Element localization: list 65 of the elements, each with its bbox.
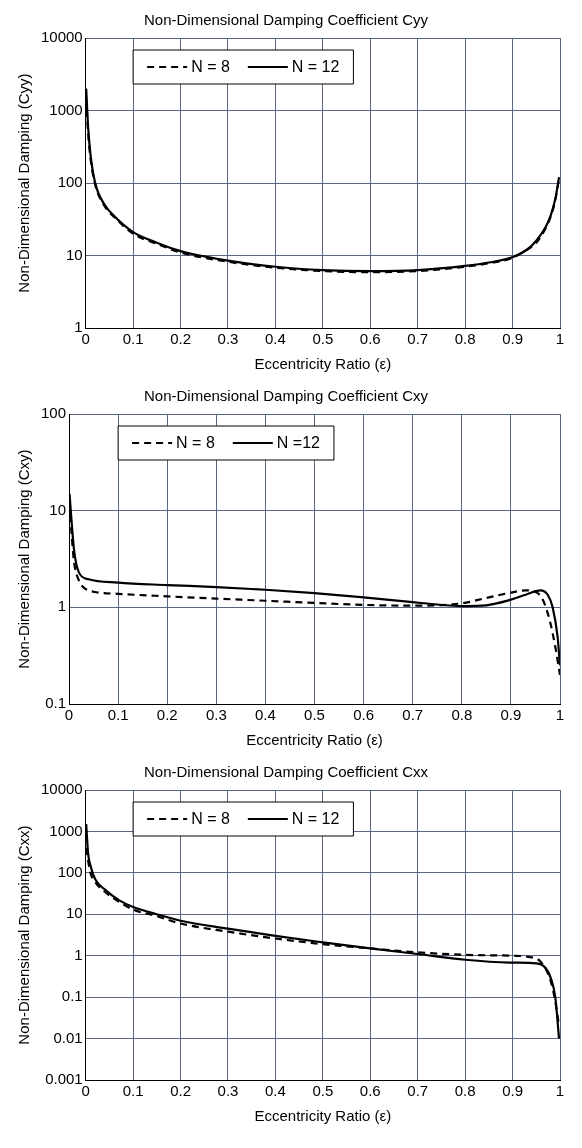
y-tick-label: 10000 [40, 28, 83, 46]
y-tick-label: 1 [57, 597, 67, 615]
x-axis-title: Eccentricity Ratio (ε) [254, 1107, 392, 1125]
x-tick-label: 0.3 [217, 330, 239, 348]
x-tick-label: 0.8 [451, 706, 473, 724]
x-tick-label: 0.6 [359, 330, 381, 348]
x-tick-label: 0.2 [156, 706, 178, 724]
x-tick-label: 1 [555, 1082, 565, 1100]
y-axis-title: Non-Dimensional Damping (Cxy) [15, 449, 33, 669]
x-tick-label: 0.4 [265, 330, 286, 348]
y-axis-title: Non-Dimensional Damping (Cxx) [15, 825, 33, 1045]
x-tick-label: 0.9 [502, 1082, 523, 1100]
legend-label: N = 8 [176, 434, 215, 452]
x-tick-label: 0.6 [353, 706, 375, 724]
legend-label: N = 12 [291, 810, 340, 828]
chart-title: Non-Dimensional Damping Coefficient Cxx [143, 763, 429, 781]
y-tick-label: 0.1 [61, 987, 83, 1005]
x-tick-label: 0.4 [265, 1082, 286, 1100]
x-tick-label: 0.6 [359, 1082, 381, 1100]
chart-title: Non-Dimensional Damping Coefficient Cxy [143, 387, 429, 405]
x-tick-label: 0.2 [170, 330, 191, 348]
x-tick-label: 0.7 [402, 706, 424, 724]
x-tick-label: 0.5 [312, 1082, 334, 1100]
x-tick-label: 0.8 [454, 1082, 476, 1100]
y-tick-label: 1000 [49, 821, 83, 839]
x-tick-label: 0.9 [502, 330, 523, 348]
x-axis-title: Eccentricity Ratio (ε) [254, 355, 392, 373]
x-tick-label: 0.1 [107, 706, 129, 724]
y-tick-label: 1 [74, 318, 83, 336]
y-tick-label: 100 [41, 404, 67, 422]
y-tick-label: 1 [74, 945, 83, 963]
y-axis-title: Non-Dimensional Damping (Cyy) [15, 73, 33, 293]
x-tick-label: 0.3 [217, 1082, 239, 1100]
x-tick-label: 0.5 [304, 706, 325, 724]
legend-label: N = 8 [191, 58, 230, 76]
x-tick-label: 0 [81, 1082, 90, 1100]
y-tick-label: 10 [66, 245, 83, 263]
y-tick-label: 0.1 [45, 694, 67, 712]
x-tick-label: 0.1 [122, 330, 144, 348]
legend-label: N = 8 [191, 810, 230, 828]
y-tick-label: 1000 [49, 100, 83, 118]
x-tick-label: 0 [81, 330, 90, 348]
x-axis-title: Eccentricity Ratio (ε) [246, 731, 383, 749]
x-tick-label: 1 [555, 330, 565, 348]
y-tick-label: 100 [57, 863, 83, 880]
x-tick-label: 0.3 [205, 706, 227, 724]
x-tick-label: 0.7 [407, 330, 429, 348]
y-tick-label: 100 [57, 173, 83, 191]
x-tick-label: 0.1 [122, 1082, 144, 1100]
y-tick-label: 10 [66, 904, 83, 922]
x-tick-label: 0.2 [170, 1082, 191, 1100]
legend-label: N = 12 [291, 58, 340, 76]
x-tick-label: 0.8 [454, 330, 476, 348]
x-tick-label: 0.4 [254, 706, 276, 724]
x-tick-label: 0.7 [407, 1082, 429, 1100]
x-tick-label: 0.5 [312, 330, 334, 348]
y-tick-label: 0.01 [53, 1028, 83, 1046]
chart-title: Non-Dimensional Damping Coefficient Cyy [143, 11, 429, 29]
y-tick-label: 10 [49, 500, 67, 518]
y-tick-label: 0.001 [45, 1070, 83, 1088]
x-tick-label: 0.9 [500, 706, 522, 724]
legend-label: N =12 [276, 434, 321, 452]
x-tick-label: 0 [64, 706, 74, 724]
y-tick-label: 10000 [40, 780, 83, 798]
x-tick-label: 1 [555, 706, 565, 724]
